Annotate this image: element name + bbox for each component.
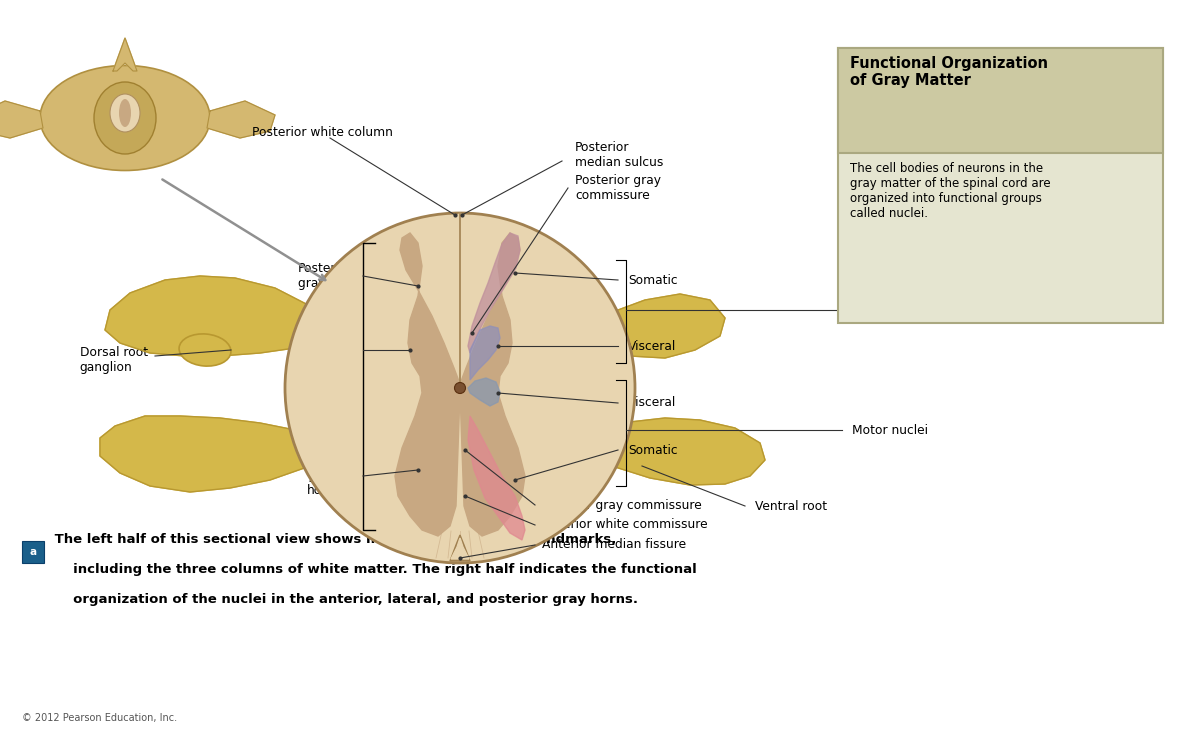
Text: a: a [30,547,37,557]
Polygon shape [113,38,137,71]
Text: Lateral
white
column: Lateral white column [300,366,345,409]
Text: Visceral: Visceral [628,397,677,409]
FancyBboxPatch shape [839,48,1163,323]
Text: Anterior white commissure: Anterior white commissure [542,519,707,531]
Text: organization of the nuclei in the anterior, lateral, and posterior gray horns.: organization of the nuclei in the anteri… [50,593,638,606]
Ellipse shape [110,94,141,132]
Text: Visceral: Visceral [628,340,677,352]
Ellipse shape [180,334,231,366]
Text: Lateral
gray horn: Lateral gray horn [298,336,357,364]
Text: Ventral root: Ventral root [755,499,827,513]
Text: Anterior
gray
horn: Anterior gray horn [307,455,357,498]
Text: Functional Organization
of Gray Matter: Functional Organization of Gray Matter [850,56,1048,88]
Text: Dorsal root
ganglion: Dorsal root ganglion [80,346,148,374]
Circle shape [455,383,465,394]
Polygon shape [468,233,520,353]
Polygon shape [450,535,470,561]
Polygon shape [105,276,340,356]
Polygon shape [100,416,345,492]
Polygon shape [451,538,469,559]
Polygon shape [394,233,461,536]
Text: © 2012 Pearson Education, Inc.: © 2012 Pearson Education, Inc. [22,713,177,723]
Circle shape [285,213,635,563]
Ellipse shape [119,99,131,127]
Text: Somatic: Somatic [628,444,678,456]
Text: Posterior
gray horn: Posterior gray horn [298,262,357,290]
Polygon shape [470,326,500,380]
Polygon shape [580,294,725,358]
Polygon shape [578,418,765,485]
Text: Anterior white column: Anterior white column [344,487,479,499]
Text: Motor nuclei: Motor nuclei [852,424,928,436]
Text: Anterior gray commissure: Anterior gray commissure [542,499,702,511]
Ellipse shape [40,65,210,170]
Polygon shape [468,378,500,406]
Polygon shape [468,416,526,540]
Text: Sensory nuclei: Sensory nuclei [852,303,941,317]
Text: Posterior gray
commissure: Posterior gray commissure [575,174,661,202]
Text: Somatic: Somatic [628,273,678,287]
Ellipse shape [94,82,156,154]
Text: The cell bodies of neurons in the
gray matter of the spinal cord are
organized i: The cell bodies of neurons in the gray m… [850,163,1051,221]
Polygon shape [207,101,275,138]
Polygon shape [0,101,43,138]
Text: Posterior
median sulcus: Posterior median sulcus [575,141,664,169]
FancyBboxPatch shape [22,541,44,563]
Text: including the three columns of white matter. The right half indicates the functi: including the three columns of white mat… [50,563,697,576]
Polygon shape [456,213,464,338]
FancyBboxPatch shape [839,48,1163,152]
Text: The left half of this sectional view shows important anatomical landmarks,: The left half of this sectional view sho… [50,533,616,546]
Text: Anterior median fissure: Anterior median fissure [542,539,686,551]
Polygon shape [461,233,526,536]
Text: Posterior white column: Posterior white column [252,126,392,140]
